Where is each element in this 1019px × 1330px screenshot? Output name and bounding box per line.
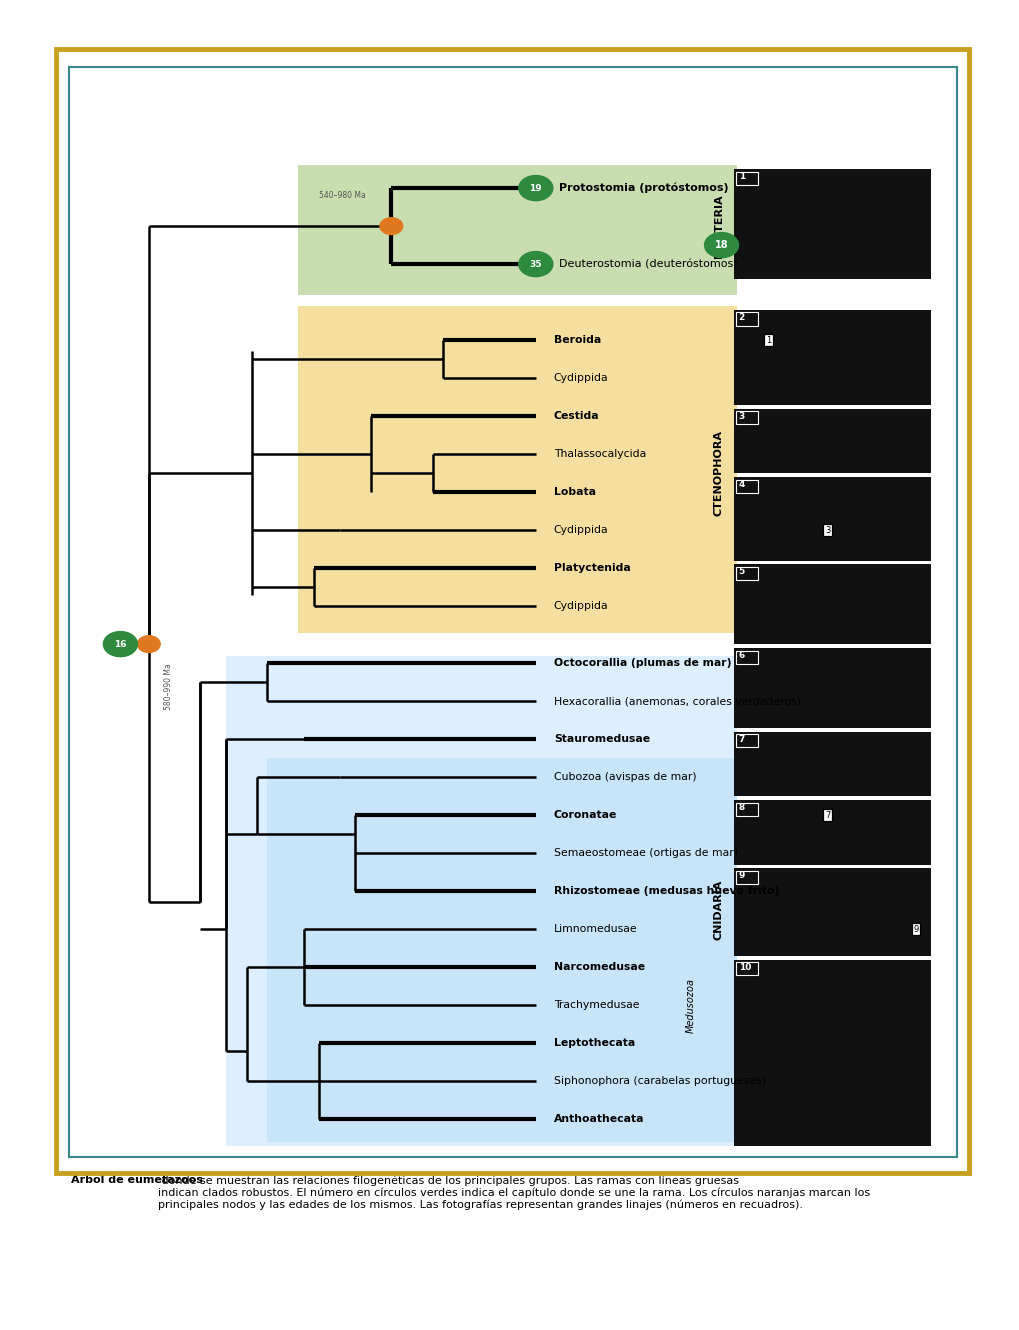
Text: 580–990 Ma: 580–990 Ma xyxy=(164,664,173,710)
Text: Octocorallia (plumas de mar): Octocorallia (plumas de mar) xyxy=(553,658,731,668)
Bar xyxy=(734,564,929,644)
Text: 1: 1 xyxy=(765,335,770,344)
Bar xyxy=(736,313,757,326)
Text: CTENOPHORA: CTENOPHORA xyxy=(713,430,723,516)
Text: Anthoathecata: Anthoathecata xyxy=(553,1115,644,1124)
Bar xyxy=(226,656,737,1145)
Text: 19: 19 xyxy=(529,184,541,193)
Text: Thalassocalycida: Thalassocalycida xyxy=(553,450,645,459)
Text: 4: 4 xyxy=(738,480,744,489)
Text: 3: 3 xyxy=(824,525,829,535)
Text: Lobata: Lobata xyxy=(553,487,595,497)
Text: Siphonophora (carabelas portuguesas): Siphonophora (carabelas portuguesas) xyxy=(553,1076,765,1087)
Text: Hexacorallia (anemonas, corales verdaderos): Hexacorallia (anemonas, corales verdader… xyxy=(553,696,800,706)
Bar xyxy=(736,172,757,185)
Bar xyxy=(734,799,929,864)
Text: 5: 5 xyxy=(738,568,744,576)
Text: 8: 8 xyxy=(738,803,744,811)
Text: Protostomia (protóstomos): Protostomia (protóstomos) xyxy=(558,182,728,193)
Bar xyxy=(736,871,757,884)
Text: Cydippida: Cydippida xyxy=(553,374,608,383)
Text: 9: 9 xyxy=(913,924,918,934)
Circle shape xyxy=(380,218,403,234)
Text: 7: 7 xyxy=(824,810,829,819)
Circle shape xyxy=(519,251,552,277)
Text: 16: 16 xyxy=(114,640,126,649)
Bar xyxy=(736,962,757,975)
Text: 2: 2 xyxy=(738,313,744,322)
Text: Beroida: Beroida xyxy=(553,335,600,344)
Text: Medusozoa: Medusozoa xyxy=(685,978,695,1032)
Bar xyxy=(734,477,929,560)
Bar xyxy=(734,408,929,473)
Text: Árbol de eumetazoos: Árbol de eumetazoos xyxy=(71,1176,203,1185)
Bar xyxy=(734,648,929,728)
Bar xyxy=(734,732,929,797)
Text: BILATERIA: BILATERIA xyxy=(713,194,723,258)
Text: Limnomedusae: Limnomedusae xyxy=(553,924,637,934)
Bar xyxy=(299,165,737,294)
Text: 10: 10 xyxy=(738,963,750,971)
Circle shape xyxy=(519,176,552,201)
Text: 1: 1 xyxy=(738,172,744,181)
Text: 18: 18 xyxy=(714,241,728,250)
Text: Trachymedusae: Trachymedusae xyxy=(553,1000,639,1009)
Text: 9: 9 xyxy=(738,871,744,880)
Text: Rhizostomeae (medusas huevo frito): Rhizostomeae (medusas huevo frito) xyxy=(553,886,779,896)
Circle shape xyxy=(103,632,138,657)
Text: Leptothecata: Leptothecata xyxy=(553,1039,635,1048)
Bar xyxy=(734,169,929,279)
Bar xyxy=(736,411,757,424)
Text: Platyctenida: Platyctenida xyxy=(553,563,630,573)
Bar xyxy=(736,480,757,493)
Bar xyxy=(299,306,737,633)
Text: Cydippida: Cydippida xyxy=(553,525,608,535)
Text: CNIDARIA: CNIDARIA xyxy=(713,880,723,940)
Text: Coronatae: Coronatae xyxy=(553,810,616,821)
Text: donde se muestran las relaciones filogenéticas de los principales grupos. Las ra: donde se muestran las relaciones filogen… xyxy=(158,1176,869,1210)
Bar xyxy=(734,959,929,1145)
Bar xyxy=(736,567,757,580)
Circle shape xyxy=(138,636,160,653)
Text: Stauromedusae: Stauromedusae xyxy=(553,734,649,743)
Text: 35: 35 xyxy=(529,259,541,269)
Bar xyxy=(267,758,737,1142)
Text: 540–980 Ma: 540–980 Ma xyxy=(319,192,366,201)
Bar xyxy=(734,868,929,956)
Text: Cubozoa (avispas de mar): Cubozoa (avispas de mar) xyxy=(553,773,696,782)
Bar xyxy=(736,734,757,747)
Text: Cestida: Cestida xyxy=(553,411,599,422)
Text: Cydippida: Cydippida xyxy=(553,601,608,610)
Bar xyxy=(734,310,929,404)
Circle shape xyxy=(704,233,738,258)
Text: Semaeostomeae (ortigas de mar): Semaeostomeae (ortigas de mar) xyxy=(553,849,737,858)
Text: 7: 7 xyxy=(738,734,744,743)
Text: 3: 3 xyxy=(738,411,744,420)
Text: Deuterostomia (deuteróstomos): Deuterostomia (deuteróstomos) xyxy=(558,259,737,269)
Bar xyxy=(736,802,757,815)
Bar xyxy=(736,650,757,664)
Text: Narcomedusae: Narcomedusae xyxy=(553,962,644,972)
Text: 6: 6 xyxy=(738,650,744,660)
